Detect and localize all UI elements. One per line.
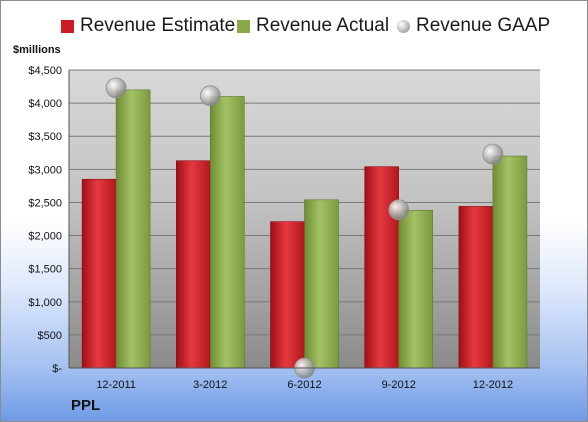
legend-label-gaap: Revenue GAAP <box>416 15 551 36</box>
y-axis-unit-label: $millions <box>13 44 61 56</box>
y-tick-label: $1,000 <box>28 297 62 309</box>
company-label: PPL <box>71 397 101 414</box>
x-tick-label: 6-2012 <box>287 379 321 391</box>
bar-revenue-actual <box>492 155 528 369</box>
y-tick-label: $3,000 <box>28 164 62 176</box>
marker-revenue-gaap <box>388 199 410 221</box>
bar-revenue-estimate <box>81 178 117 369</box>
bar-revenue-estimate <box>364 166 400 369</box>
bar-revenue-actual <box>115 89 151 369</box>
x-tick-label: 9-2012 <box>382 379 416 391</box>
marker-revenue-gaap <box>199 85 221 107</box>
legend-item-actual: Revenue Actual <box>237 15 389 37</box>
bar-revenue-actual <box>210 96 245 369</box>
marker-revenue-gaap <box>105 77 127 99</box>
x-tick-label: 3-2012 <box>193 379 227 391</box>
y-tick-label: $1,500 <box>28 264 62 276</box>
legend-label-estimate: Revenue Estimate <box>80 15 236 36</box>
bar-revenue-actual <box>304 199 339 369</box>
legend-swatch-estimate <box>61 19 74 33</box>
bar-revenue-estimate <box>270 221 305 369</box>
legend-swatch-gaap <box>397 19 410 33</box>
legend-item-estimate: Revenue Estimate <box>61 15 235 37</box>
legend-item-gaap: Revenue GAAP <box>397 15 550 37</box>
x-tick-label: 12-2011 <box>96 379 136 391</box>
x-tick-label: 12-2012 <box>473 379 513 391</box>
bar-revenue-estimate <box>458 206 494 369</box>
y-tick-label: $- <box>52 363 62 375</box>
y-tick-label: $2,000 <box>28 231 62 243</box>
legend-swatch-actual <box>237 19 250 33</box>
legend-label-actual: Revenue Actual <box>256 15 390 36</box>
bar-revenue-estimate <box>176 160 211 369</box>
marker-revenue-gaap <box>482 143 504 165</box>
y-tick-label: $4,000 <box>28 98 62 110</box>
y-tick-label: $4,500 <box>28 65 62 77</box>
y-tick-label: $3,500 <box>28 131 62 143</box>
bar-revenue-actual <box>398 210 434 369</box>
y-tick-label: $500 <box>38 330 62 342</box>
y-tick-label: $2,500 <box>28 197 62 209</box>
